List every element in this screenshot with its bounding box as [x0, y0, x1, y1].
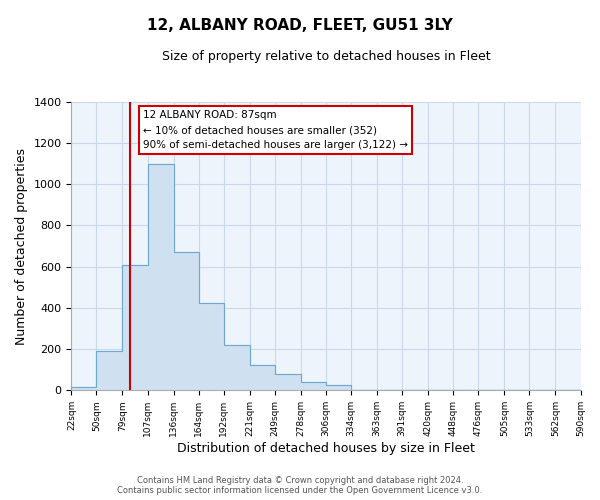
Text: 12 ALBANY ROAD: 87sqm
← 10% of detached houses are smaller (352)
90% of semi-det: 12 ALBANY ROAD: 87sqm ← 10% of detached …: [143, 110, 407, 150]
Y-axis label: Number of detached properties: Number of detached properties: [15, 148, 28, 344]
Text: 12, ALBANY ROAD, FLEET, GU51 3LY: 12, ALBANY ROAD, FLEET, GU51 3LY: [147, 18, 453, 32]
Title: Size of property relative to detached houses in Fleet: Size of property relative to detached ho…: [161, 50, 490, 63]
Text: Contains HM Land Registry data © Crown copyright and database right 2024.
Contai: Contains HM Land Registry data © Crown c…: [118, 476, 482, 495]
X-axis label: Distribution of detached houses by size in Fleet: Distribution of detached houses by size …: [177, 442, 475, 455]
Polygon shape: [71, 164, 581, 390]
